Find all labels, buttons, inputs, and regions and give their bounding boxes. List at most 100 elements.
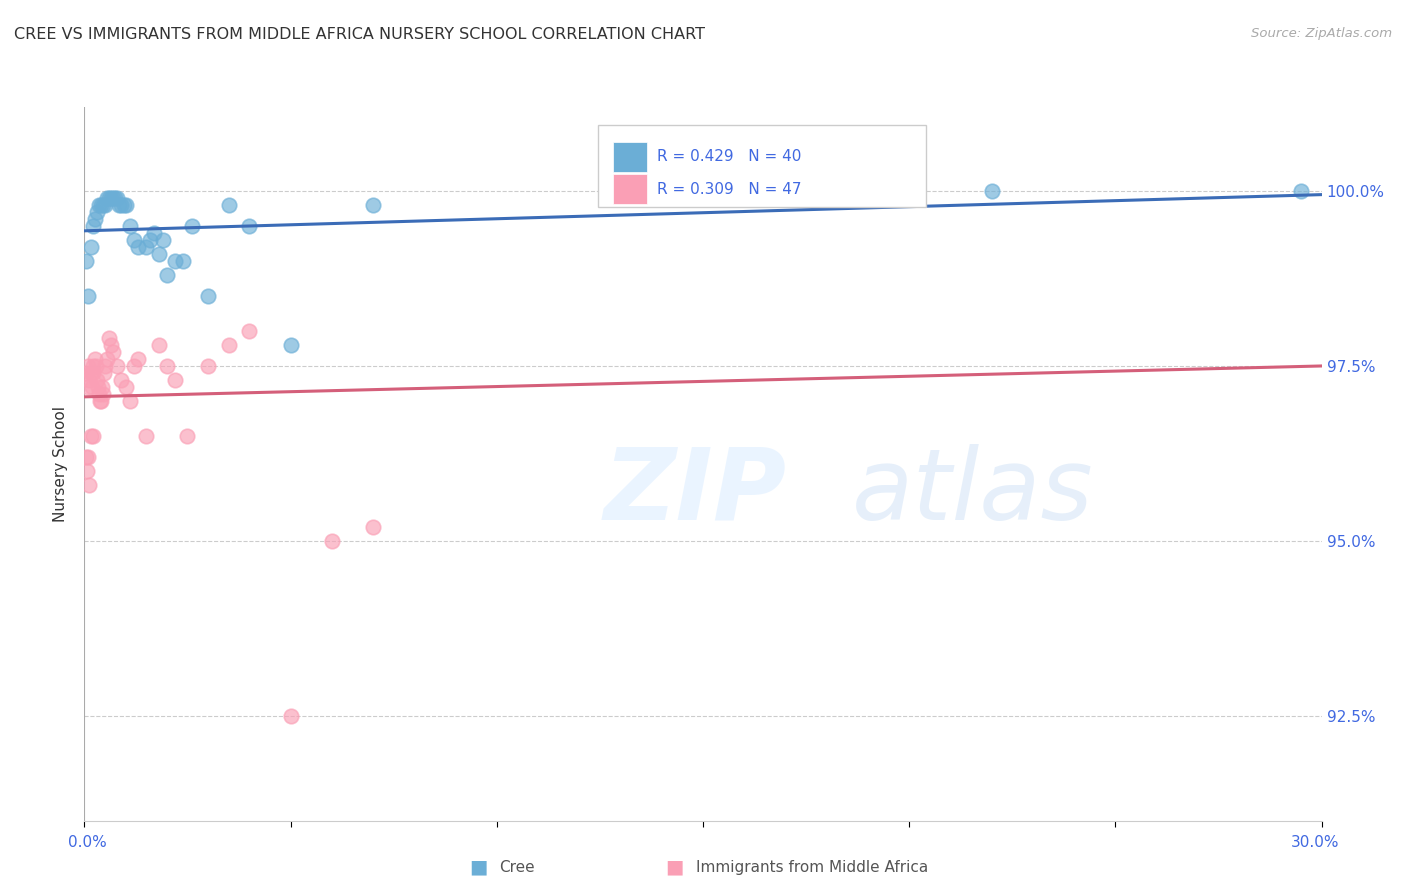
- Point: [76, 359, 98, 373]
- Point: [197, 289, 219, 303]
- Point: [84, 359, 107, 373]
- Point: [105, 359, 128, 373]
- Point: [135, 429, 157, 443]
- Point: [127, 240, 149, 254]
- Point: [96, 351, 118, 366]
- Point: [156, 268, 179, 282]
- Point: [79, 429, 101, 443]
- Text: R = 0.309   N = 47: R = 0.309 N = 47: [657, 182, 801, 196]
- Point: [651, 184, 673, 198]
- Text: atlas: atlas: [852, 444, 1092, 541]
- FancyBboxPatch shape: [598, 125, 925, 207]
- Point: [100, 338, 122, 352]
- Point: [75, 366, 97, 380]
- Text: ■: ■: [468, 857, 488, 877]
- Point: [75, 254, 97, 268]
- Point: [90, 380, 112, 394]
- Text: R = 0.429   N = 40: R = 0.429 N = 40: [657, 150, 801, 164]
- Point: [86, 373, 108, 387]
- Point: [87, 198, 110, 212]
- Text: 30.0%: 30.0%: [1291, 836, 1339, 850]
- Point: [77, 380, 100, 394]
- Point: [77, 289, 100, 303]
- Point: [114, 198, 136, 212]
- Point: [651, 184, 673, 198]
- Point: [238, 324, 260, 338]
- Point: [156, 359, 179, 373]
- Text: Immigrants from Middle Africa: Immigrants from Middle Africa: [696, 860, 928, 874]
- Point: [139, 233, 162, 247]
- Point: [93, 366, 115, 380]
- Point: [176, 429, 198, 443]
- Point: [127, 351, 149, 366]
- Point: [89, 393, 111, 408]
- Point: [80, 380, 103, 394]
- Point: [79, 240, 101, 254]
- Point: [135, 240, 157, 254]
- Point: [148, 247, 170, 261]
- Point: [104, 191, 127, 205]
- Point: [98, 191, 121, 205]
- Point: [148, 338, 170, 352]
- Point: [143, 226, 166, 240]
- Point: [110, 198, 132, 212]
- Text: ZIP: ZIP: [605, 444, 787, 541]
- Point: [108, 198, 131, 212]
- Point: [86, 205, 108, 219]
- Y-axis label: Nursery School: Nursery School: [53, 406, 69, 522]
- Point: [165, 254, 187, 268]
- Point: [152, 233, 174, 247]
- Point: [122, 233, 145, 247]
- Point: [79, 373, 101, 387]
- Text: CREE VS IMMIGRANTS FROM MIDDLE AFRICA NURSERY SCHOOL CORRELATION CHART: CREE VS IMMIGRANTS FROM MIDDLE AFRICA NU…: [14, 27, 704, 42]
- Point: [980, 184, 1002, 198]
- Point: [90, 393, 112, 408]
- Point: [79, 366, 101, 380]
- Point: [165, 373, 187, 387]
- Point: [118, 393, 141, 408]
- Point: [76, 464, 98, 478]
- Point: [238, 219, 260, 233]
- Point: [110, 373, 132, 387]
- Point: [82, 359, 104, 373]
- Point: [94, 198, 117, 212]
- Point: [82, 219, 104, 233]
- Point: [103, 191, 125, 205]
- Point: [91, 198, 114, 212]
- FancyBboxPatch shape: [613, 142, 647, 172]
- FancyBboxPatch shape: [613, 174, 647, 204]
- Point: [1289, 184, 1312, 198]
- Point: [75, 450, 97, 464]
- Point: [94, 359, 117, 373]
- Point: [83, 351, 105, 366]
- Point: [91, 387, 114, 401]
- Point: [86, 380, 108, 394]
- Text: Cree: Cree: [499, 860, 534, 874]
- Point: [197, 359, 219, 373]
- Text: 0.0%: 0.0%: [67, 836, 107, 850]
- Point: [280, 708, 302, 723]
- Point: [103, 345, 125, 359]
- Text: Source: ZipAtlas.com: Source: ZipAtlas.com: [1251, 27, 1392, 40]
- Point: [82, 366, 104, 380]
- Point: [172, 254, 194, 268]
- Point: [118, 219, 141, 233]
- Point: [105, 191, 128, 205]
- Point: [82, 429, 104, 443]
- Point: [321, 533, 343, 548]
- Point: [100, 191, 122, 205]
- Point: [90, 198, 112, 212]
- Point: [87, 387, 110, 401]
- Point: [218, 338, 240, 352]
- Point: [83, 211, 105, 226]
- Point: [361, 520, 384, 534]
- Point: [77, 450, 100, 464]
- Point: [122, 359, 145, 373]
- Point: [361, 198, 384, 212]
- Point: [180, 219, 202, 233]
- Point: [280, 338, 302, 352]
- Point: [114, 380, 136, 394]
- Text: ■: ■: [665, 857, 685, 877]
- Point: [112, 198, 135, 212]
- Point: [96, 191, 118, 205]
